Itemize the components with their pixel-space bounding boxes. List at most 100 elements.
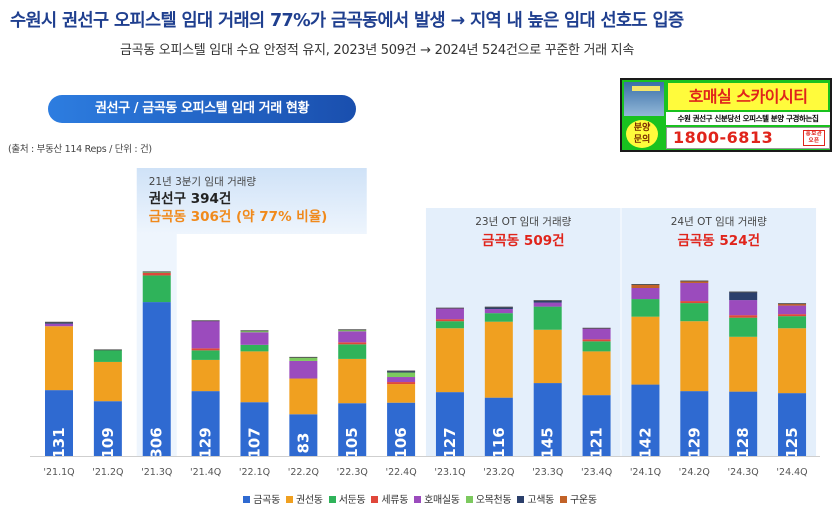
bar-value-label-0: 131 [50, 427, 68, 458]
bar-segment-13-2 [680, 303, 709, 322]
bar-segment-13-7 [680, 280, 709, 283]
legend-swatch-6 [517, 496, 525, 503]
bar-segment-9-6 [484, 307, 513, 310]
legend-item-3: 세류동 [371, 491, 408, 506]
bar-segment-11-2 [582, 341, 611, 352]
bar-segment-5-0 [289, 414, 318, 456]
legend-swatch-0 [243, 496, 251, 503]
x-tick-label-4: '22.1Q [239, 467, 270, 478]
bar-segment-12-2 [631, 299, 660, 317]
source-note: (출처 : 부동산 114 Reps / 단위 : 건) [8, 144, 152, 155]
bar-segment-4-1 [240, 351, 269, 403]
bar-segment-7-4 [387, 377, 416, 383]
legend-label-2: 서둔동 [338, 495, 366, 506]
building-photo-icon [624, 82, 664, 116]
bar-value-label-12: 142 [636, 427, 654, 458]
ad-phone-number[interactable]: 1800-6813 홍보관 오픈 [666, 127, 830, 149]
bar-segment-15-0 [778, 393, 807, 456]
x-tick-label-12: '24.1Q [630, 467, 661, 478]
bar-value-label-10: 145 [539, 427, 557, 458]
bar-segment-8-3 [435, 319, 464, 322]
bar-segment-8-1 [435, 328, 464, 393]
ad-badge-line1: 분양 [633, 123, 651, 133]
bar-segment-14-4 [729, 300, 758, 316]
bar-segment-3-1 [191, 359, 220, 392]
bar-segment-4-5 [240, 330, 269, 333]
x-tick-label-8: '23.1Q [434, 467, 465, 478]
bar-segment-2-3 [142, 272, 171, 276]
legend-swatch-5 [465, 496, 473, 503]
bar-segment-13-1 [680, 321, 709, 392]
bar-segment-6-5 [338, 329, 367, 332]
bar-segment-0-1 [45, 326, 73, 391]
bar-value-label-5: 83 [294, 433, 312, 454]
x-tick-label-15: '24.4Q [776, 467, 807, 478]
annotation-line2: 권선구 394건 [149, 190, 232, 207]
x-tick-label-14: '24.3Q [728, 467, 759, 478]
legend-swatch-2 [328, 496, 336, 503]
bar-segment-1-2 [93, 349, 122, 362]
bar-segment-14-6 [729, 292, 758, 301]
legend-item-4: 호매실동 [414, 491, 460, 506]
bar-segment-9-0 [484, 397, 513, 456]
bar-value-label-2: 306 [148, 427, 166, 458]
bar-segment-9-2 [484, 313, 513, 322]
bar-value-label-15: 125 [783, 427, 801, 458]
x-tick-label-7: '22.4Q [385, 467, 416, 478]
bar-segment-10-0 [533, 383, 562, 456]
bar-segment-6-4 [338, 331, 367, 343]
bar-segment-5-1 [289, 378, 318, 415]
x-tick-label-3: '21.4Q [190, 467, 221, 478]
bar-segment-10-4 [533, 302, 562, 307]
ad-description: 수원 권선구 신분당선 오피스텔 분양 구경하는집 [666, 112, 830, 125]
legend-item-7: 구운동 [560, 491, 597, 506]
bar-segment-14-0 [729, 391, 758, 456]
x-tick-label-13: '24.2Q [679, 467, 710, 478]
bar-segment-12-0 [631, 384, 660, 456]
bar-segment-13-0 [680, 391, 709, 456]
legend-label-5: 오목천동 [475, 495, 512, 506]
legend-swatch-1 [285, 496, 293, 503]
bar-segment-4-0 [240, 402, 269, 456]
legend-label-1: 권선동 [295, 495, 323, 506]
bar-segment-12-1 [631, 316, 660, 385]
bar-segment-6-0 [338, 403, 367, 456]
legend-swatch-7 [560, 496, 568, 503]
bar-segment-1-0 [93, 401, 122, 456]
bar-segment-4-4 [240, 332, 269, 345]
bar-value-label-9: 116 [490, 427, 508, 458]
x-tick-label-10: '23.3Q [532, 467, 563, 478]
legend-label-6: 고색동 [527, 495, 555, 506]
bar-segment-10-2 [533, 306, 562, 330]
bar-segment-0-0 [45, 390, 73, 456]
x-tick-label-11: '23.4Q [581, 467, 612, 478]
annotation-box [136, 168, 367, 234]
bar-segment-1-1 [93, 361, 122, 402]
bar-segment-9-1 [484, 321, 513, 398]
bar-segment-6-2 [338, 344, 367, 359]
bar-segment-4-2 [240, 344, 269, 352]
annotation-line3: 금곡동 306건 (약 77% 비율) [149, 208, 328, 225]
bar-segment-7-1 [387, 384, 416, 403]
bar-segment-0-4 [45, 323, 73, 327]
ad-phone-text: 1800-6813 [673, 128, 774, 147]
ad-badge: 분양 문의 [626, 120, 658, 148]
bar-segment-5-5 [289, 357, 318, 361]
legend-label-4: 호매실동 [424, 495, 460, 506]
ad-banner[interactable]: 호매실 스카이시티 분양 문의 수원 권선구 신분당선 오피스텔 분양 구경하는… [620, 78, 832, 152]
bar-value-label-11: 121 [588, 427, 606, 458]
bar-segment-12-7 [631, 284, 660, 288]
bar-segment-0-6 [45, 322, 73, 324]
section-title-pill: 권선구 / 금곡동 오피스텔 임대 거래 현황 [48, 95, 356, 123]
bar-segment-7-0 [387, 402, 416, 456]
bar-segment-2-5 [142, 271, 171, 273]
legend-item-1: 권선동 [285, 491, 323, 506]
bar-segment-14-1 [729, 336, 758, 392]
bar-value-label-6: 105 [343, 427, 361, 458]
bar-segment-2-0 [142, 302, 171, 456]
bar-segment-3-0 [191, 391, 220, 456]
bar-value-label-7: 106 [392, 427, 410, 458]
bar-segment-11-0 [582, 395, 611, 456]
bar-segment-3-4 [191, 320, 220, 349]
bar-segment-15-2 [778, 316, 807, 329]
